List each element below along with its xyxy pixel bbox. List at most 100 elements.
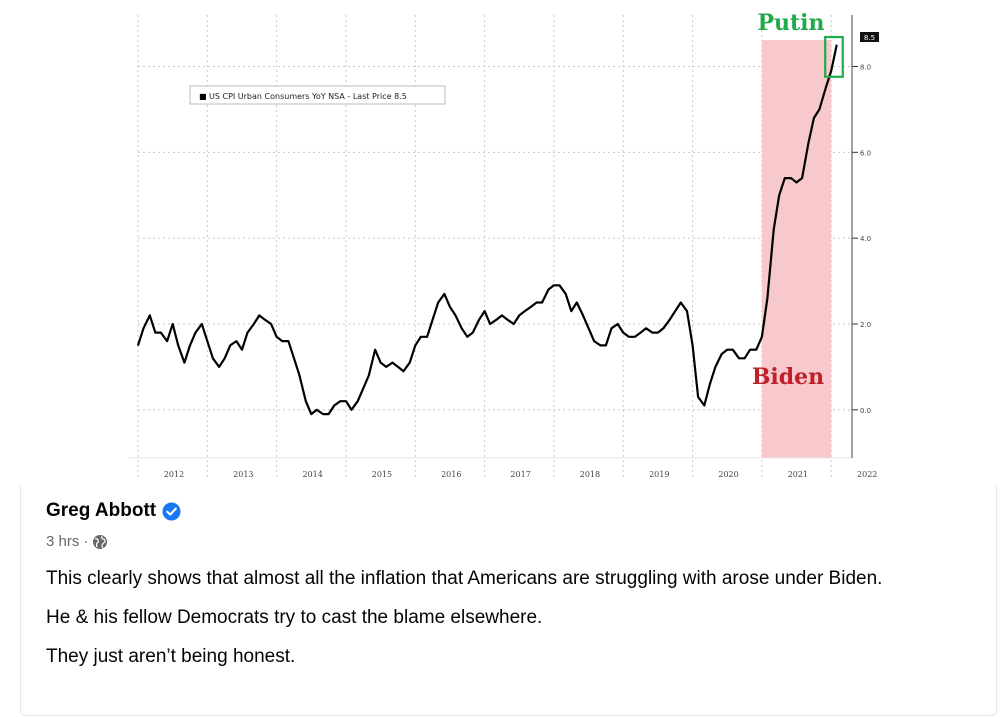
putin-label: Putin bbox=[757, 10, 824, 36]
data-point bbox=[738, 357, 740, 359]
data-point bbox=[426, 336, 428, 338]
data-point bbox=[818, 108, 821, 110]
x-tick-label: 2014 bbox=[302, 470, 322, 479]
data-point bbox=[368, 374, 370, 377]
author-name[interactable]: Greg Abbott bbox=[46, 500, 157, 521]
data-point bbox=[305, 400, 307, 402]
data-point bbox=[345, 400, 347, 402]
data-point bbox=[778, 194, 780, 196]
data-point bbox=[212, 357, 214, 359]
data-point bbox=[183, 362, 185, 364]
cpi-line-chart: 2012 2013 2014 2015 2016 2017 2018 2019 2020 2021… bbox=[0, 0, 1000, 485]
data-point bbox=[692, 344, 694, 346]
verified-badge-icon bbox=[162, 501, 181, 521]
data-point bbox=[830, 70, 832, 72]
data-point bbox=[721, 353, 723, 355]
data-point bbox=[599, 344, 602, 346]
inflation-chart-image[interactable]: 2012 2013 2014 2015 2016 2017 2018 2019 2020 2021… bbox=[0, 0, 1000, 485]
data-point bbox=[570, 310, 572, 312]
data-point bbox=[206, 340, 208, 342]
data-point bbox=[645, 327, 647, 329]
data-point bbox=[339, 400, 341, 402]
data-point bbox=[443, 293, 445, 295]
data-point bbox=[714, 366, 717, 368]
data-point bbox=[287, 340, 289, 342]
author-row: Greg Abbott bbox=[46, 500, 181, 522]
data-point bbox=[149, 314, 151, 316]
legend-box: ■ US CPI Urban Consumers YoY NSA - Last … bbox=[189, 85, 446, 105]
last-price-badge: 8.5 bbox=[860, 32, 879, 42]
data-point bbox=[235, 340, 237, 342]
data-point bbox=[224, 357, 226, 359]
data-point bbox=[333, 404, 335, 407]
data-point bbox=[518, 314, 520, 316]
data-point bbox=[194, 332, 197, 334]
data-point bbox=[478, 319, 480, 321]
x-tick-label: 2021 bbox=[788, 470, 808, 479]
data-point bbox=[229, 344, 231, 346]
data-point bbox=[154, 332, 156, 334]
data-point bbox=[409, 362, 411, 364]
data-point bbox=[622, 332, 624, 334]
data-point bbox=[732, 349, 734, 351]
x-tick-label: 2016 bbox=[441, 470, 461, 479]
data-point bbox=[310, 413, 312, 415]
data-point bbox=[836, 44, 838, 46]
data-point bbox=[588, 327, 590, 329]
data-point bbox=[253, 323, 255, 325]
data-point bbox=[761, 336, 763, 338]
annotations bbox=[824, 35, 844, 78]
data-point bbox=[293, 357, 295, 359]
data-point bbox=[489, 323, 491, 325]
y-tick-label: 8.0 bbox=[860, 63, 871, 71]
data-point bbox=[686, 310, 688, 312]
data-point bbox=[420, 336, 422, 338]
data-point bbox=[414, 344, 416, 346]
data-point bbox=[709, 383, 711, 385]
data-point bbox=[402, 370, 405, 372]
data-point bbox=[669, 319, 671, 321]
data-point bbox=[391, 362, 393, 364]
x-tick-label: 2012 bbox=[164, 470, 184, 479]
data-point bbox=[246, 332, 249, 334]
axes: 2012 2013 2014 2015 2016 2017 2018 2019 2020 2021… bbox=[128, 15, 877, 479]
data-point bbox=[755, 349, 757, 351]
data-point bbox=[640, 332, 642, 334]
data-point bbox=[697, 396, 699, 398]
data-point bbox=[773, 229, 775, 231]
y-tick-label: 6.0 bbox=[860, 149, 871, 157]
data-point bbox=[189, 344, 191, 346]
data-point bbox=[524, 310, 526, 312]
data-point bbox=[454, 314, 457, 316]
data-point bbox=[484, 310, 486, 312]
data-point bbox=[651, 332, 654, 334]
x-tick-label: 2018 bbox=[580, 470, 600, 479]
data-point bbox=[322, 413, 324, 415]
chart-background bbox=[0, 0, 1000, 485]
data-point bbox=[726, 349, 728, 351]
data-point bbox=[160, 332, 162, 334]
data-point bbox=[605, 344, 607, 346]
facebook-post: Greg Abbott 3 hrs · This clearly shows t… bbox=[20, 485, 997, 716]
x-tick-label: 2017 bbox=[510, 470, 530, 479]
post-timestamp[interactable]: 3 hrs bbox=[46, 533, 80, 550]
data-point bbox=[437, 301, 439, 304]
post-paragraph-2: He & his fellow Democrats try to cast th… bbox=[46, 607, 543, 628]
data-point bbox=[270, 323, 272, 325]
data-point bbox=[536, 301, 538, 304]
data-point bbox=[657, 332, 659, 334]
globe-icon[interactable] bbox=[92, 534, 108, 550]
y-tick-label: 4.0 bbox=[860, 235, 871, 243]
data-point bbox=[397, 366, 399, 368]
post-body: This clearly shows that almost all the i… bbox=[46, 565, 976, 682]
data-point bbox=[703, 404, 705, 407]
data-point bbox=[276, 336, 278, 338]
data-point bbox=[558, 284, 561, 286]
y-tick-label: 0.0 bbox=[860, 407, 871, 415]
cpi-series-line bbox=[136, 44, 838, 416]
data-point bbox=[801, 177, 803, 179]
data-point bbox=[813, 117, 815, 119]
data-point bbox=[547, 289, 550, 291]
data-point bbox=[281, 340, 283, 342]
data-point bbox=[790, 177, 792, 179]
